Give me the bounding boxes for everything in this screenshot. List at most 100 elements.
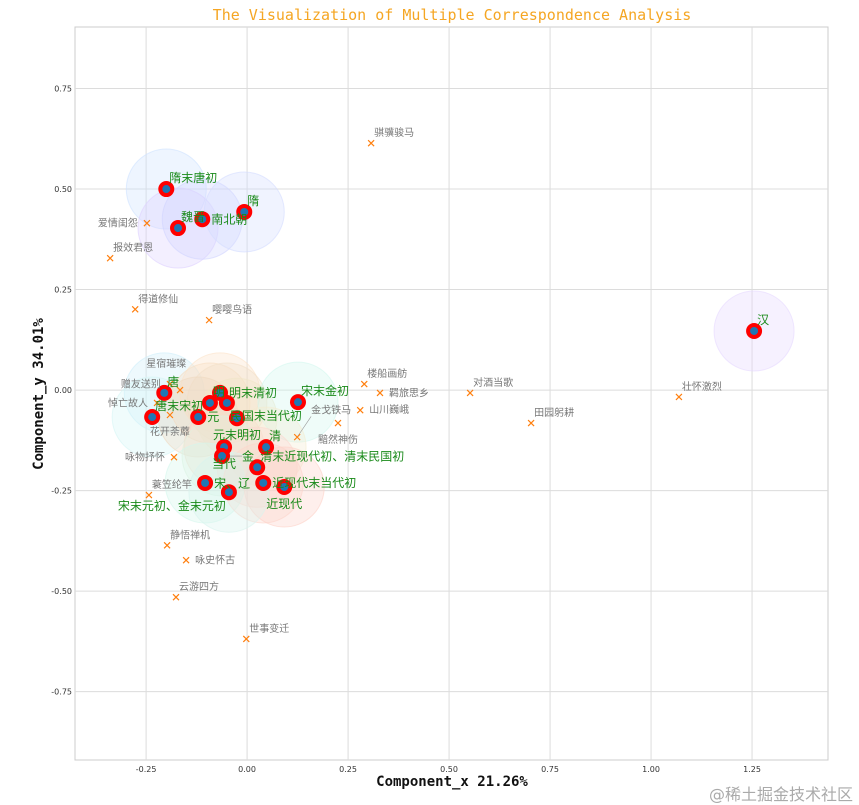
period-center [253,463,262,472]
theme-label: 骐骥骏马 [374,126,414,139]
theme-marker [166,411,174,419]
period-center [224,488,233,497]
period-label: 当代 [212,457,236,471]
period-point [220,484,237,501]
theme-marker [356,406,364,414]
theme-label: 田园躬耕 [534,406,574,419]
period-center [222,398,231,407]
period-point [249,459,266,476]
theme-label: 咏物抒怀 [125,451,165,464]
period-label: 宋末金初 [301,383,349,398]
watermark: @稀土掘金技术社区 [709,785,853,804]
theme-marker [376,389,384,397]
period-label: 宋末元初、金末元初 [118,498,226,513]
theme-label: 蓑笠纶竿 [152,478,192,491]
theme-marker [466,389,474,397]
theme-label: 云游四方 [179,580,219,593]
theme-marker [145,491,153,499]
theme-label: 嘤嘤鸟语 [212,303,252,316]
theme-marker [172,593,180,601]
period-point [218,394,235,411]
period-label: 明末清初 [229,386,277,400]
theme-label: 世事变迁 [249,622,289,635]
period-points [144,181,763,501]
theme-marker [182,556,190,564]
period-point [276,478,293,495]
period-label: 民国末当代初 [230,409,302,423]
period-label: 清 [269,429,281,443]
theme-marker [131,305,139,313]
period-center [280,482,289,491]
period-point [158,181,175,198]
period-point [190,409,207,426]
theme-marker [334,419,342,427]
theme-marker [143,219,151,227]
ticks: -0.25 0.00 0.25 0.50 0.75 1.00 1.25 -0.75 -0.50 -… [51,85,761,774]
theme-marker [242,635,250,643]
theme-label: 得道修仙 [138,292,178,305]
period-label: 明 [213,385,225,399]
period-point [201,394,218,411]
period-point [156,384,173,401]
theme-marker [205,316,213,324]
y-tick-label: 0.50 [54,185,72,194]
theme-label: 壮怀激烈 [682,380,722,393]
period-point [289,394,306,411]
period-point [214,448,231,465]
theme-label: 静悟禅机 [170,528,210,541]
period-label: 元末明初 [213,428,261,442]
theme-label: 赠友送别 [121,378,161,391]
theme-label: 金戈铁马 [311,403,351,416]
period-center [293,398,302,407]
period-center [218,452,227,461]
period-point [194,211,211,228]
theme-label: 黯然神伤 [318,433,358,446]
period-label: 近现代末当代初 [272,476,356,490]
period-label: 近现代 [266,497,302,511]
period-label: 唐末宋初 [155,398,203,413]
theme-marker [106,254,114,262]
period-center [198,215,207,224]
theme-label: 山川巍峨 [369,404,409,416]
period-center [162,185,171,194]
theme-label: 羁旅思乡 [389,386,429,399]
theme-label: 花开荼蘼 [150,425,190,438]
period-point [236,203,253,220]
y-tick-label: 0.25 [54,286,72,295]
x-tick-label: 1.00 [642,765,660,774]
theme-marker [176,386,184,394]
theme-marker [153,399,161,407]
y-tick-label: 0.75 [54,85,72,94]
theme-label: 悼亡故人 [108,396,148,409]
theme-label: 星宿璀璨 [146,357,186,370]
theme-marker [360,380,368,388]
theme-points [106,139,683,643]
period-center [160,388,169,397]
theme-marker [527,419,535,427]
period-label: 隋 [247,194,259,208]
x-tick-label: 0.50 [440,765,458,774]
period-point [746,322,763,339]
theme-marker [163,541,171,549]
y-axis-label: Component_y 34.01% [31,318,47,470]
y-tick-label: -0.75 [51,688,72,697]
period-center [259,478,268,487]
label-leader-line [296,416,312,438]
period-point [228,410,245,427]
x-axis-label: Component_x 21.26% [376,774,528,790]
period-center [216,388,225,397]
x-tick-label: 0.25 [339,765,357,774]
period-label: 魏晋 [181,209,205,224]
period-center [750,326,759,335]
period-label: 隋末唐初 [169,170,217,185]
period-label: 金 [242,449,254,464]
period-label: 清末近现代初、清末民国初 [260,449,404,463]
theme-marker [367,139,375,147]
period-label: 唐 [167,374,179,389]
y-tick-label: 0.00 [54,386,72,395]
period-center [148,413,157,422]
period-center [262,443,271,452]
grid [75,27,828,760]
period-point [144,409,161,426]
